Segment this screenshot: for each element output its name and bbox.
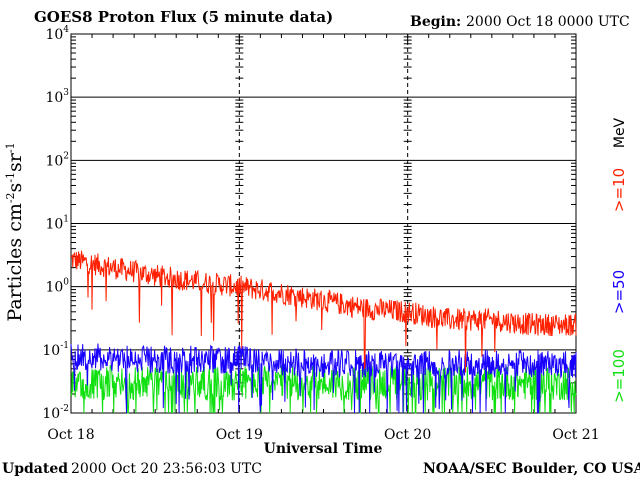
legend-entry: >=50 [610, 270, 628, 314]
y-tick-label: 100 [45, 278, 69, 296]
legend-entry: >=10 [610, 168, 628, 212]
y-tick-label: 10-1 [42, 341, 69, 359]
begin-label: Begin: [410, 14, 462, 30]
legend-entry: >=100 [610, 349, 628, 403]
y-tick-labels: 104 103 102 101 100 10-1 10-2 [42, 25, 69, 422]
series-layer [70, 250, 577, 414]
updated-value: 2000 Oct 20 23:56:03 UTC [71, 461, 262, 477]
credit-text: NOAA/SEC Boulder, CO USA [423, 461, 640, 477]
legend-unit: MeV [612, 117, 628, 148]
series-line [70, 250, 577, 373]
updated-label: Updated [2, 461, 69, 477]
y-tick-label: 104 [45, 25, 69, 43]
x-tick-labels: Oct 18 Oct 19 Oct 20 Oct 21 [47, 427, 599, 443]
x-tick-label: Oct 21 [552, 427, 599, 443]
y-tick-label: 102 [45, 151, 69, 169]
y-tick-label: 103 [45, 88, 69, 106]
y-axis-label: Particles cm-2s-1sr-1 [4, 142, 26, 321]
legend: MeV >=10 >=50 >=100 [610, 117, 628, 402]
x-axis-label: Universal Time [264, 441, 383, 457]
y-tick-label: 101 [45, 215, 69, 233]
y-tick-label: 10-2 [42, 404, 69, 422]
chart-title: GOES8 Proton Flux (5 minute data) [34, 8, 334, 26]
series-line [70, 343, 577, 414]
x-tick-label: Oct 19 [216, 427, 263, 443]
begin-value: 2000 Oct 18 0000 UTC [466, 14, 630, 30]
grid-layer [70, 34, 577, 413]
x-tick-label: Oct 18 [47, 427, 94, 443]
x-tick-label: Oct 20 [384, 427, 431, 443]
